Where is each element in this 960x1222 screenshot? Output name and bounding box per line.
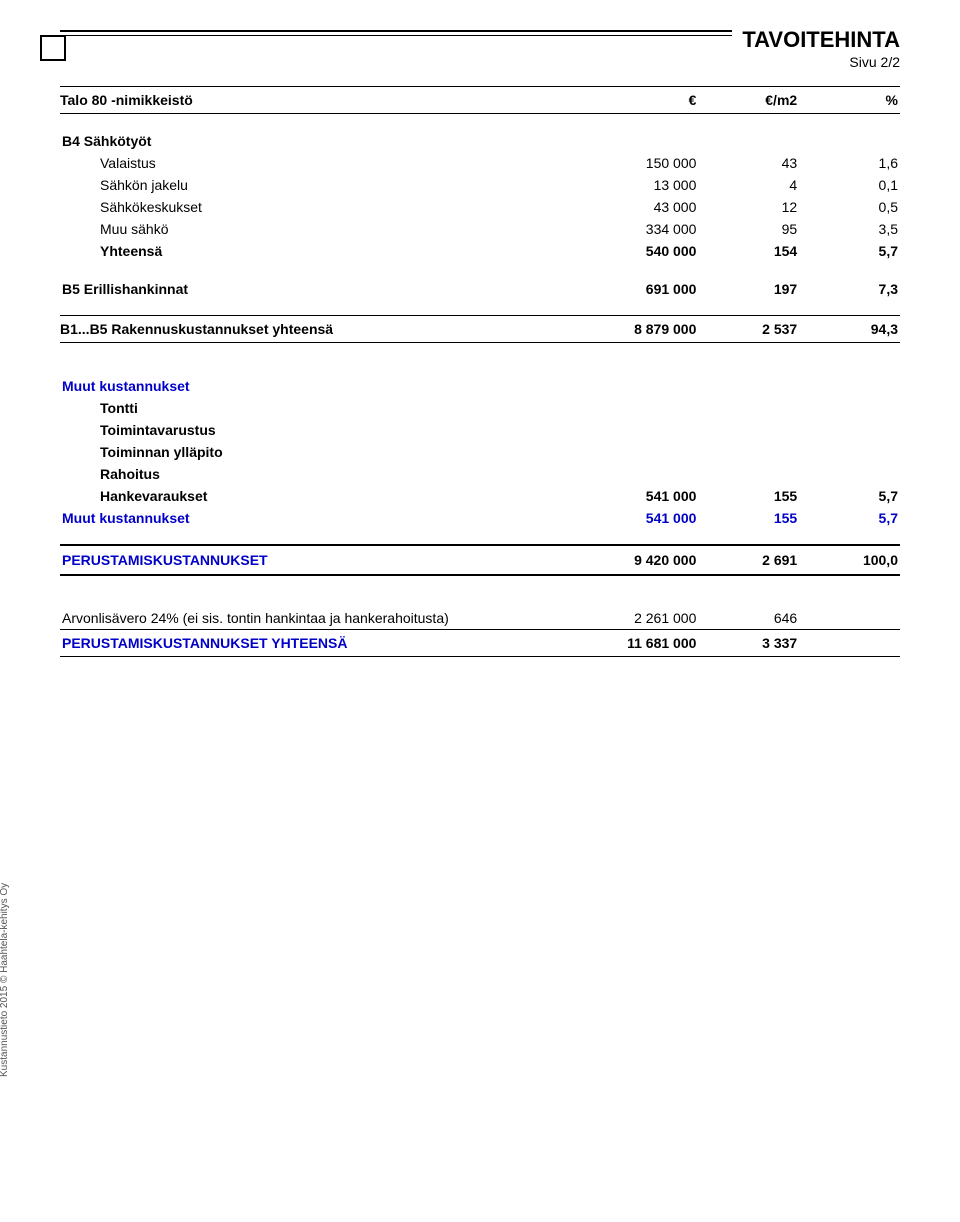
section-perustamis: PERUSTAMISKUSTANNUKSET 9 420 000 2 691 1… xyxy=(60,545,900,575)
th-col3: % xyxy=(799,87,900,114)
section-b4-total: Yhteensä 540 000 154 5,7 xyxy=(60,240,900,262)
section-muut-title: Muut kustannukset xyxy=(60,375,900,397)
footer-copyright: Kustannustieto 2015 © Haahtela-kehitys O… xyxy=(0,882,10,1076)
table-row: Tontti xyxy=(60,397,900,419)
th-col1: € xyxy=(547,87,698,114)
table-row: Toimintavarustus xyxy=(60,419,900,441)
header-page: Sivu 2/2 xyxy=(839,54,900,70)
table-row: Muu sähkö 334 000 95 3,5 xyxy=(60,218,900,240)
table-header-row: Talo 80 -nimikkeistö € €/m2 % xyxy=(60,87,900,114)
section-b5: B5 Erillishankinnat 691 000 197 7,3 xyxy=(60,278,900,300)
header-title: TAVOITEHINTA xyxy=(732,27,900,53)
table-row: Toiminnan ylläpito xyxy=(60,441,900,463)
section-total: PERUSTAMISKUSTANNUKSET YHTEENSÄ 11 681 0… xyxy=(60,629,900,656)
th-col2: €/m2 xyxy=(698,87,799,114)
table-row: Rahoitus xyxy=(60,463,900,485)
section-b1b5: B1...B5 Rakennuskustannukset yhteensä 8 … xyxy=(60,316,900,343)
table-row: Sähkön jakelu 13 000 4 0,1 xyxy=(60,174,900,196)
section-b4-title: B4 Sähkötyöt xyxy=(60,130,900,152)
table-row: Valaistus 150 000 43 1,6 xyxy=(60,152,900,174)
table-row: Hankevaraukset 541 000 155 5,7 xyxy=(60,485,900,507)
table-row: Sähkökeskukset 43 000 12 0,5 xyxy=(60,196,900,218)
section-muut-total: Muut kustannukset 541 000 155 5,7 xyxy=(60,507,900,529)
cost-table: Talo 80 -nimikkeistö € €/m2 % B4 Sähköty… xyxy=(60,86,900,657)
page-header: TAVOITEHINTA Sivu 2/2 xyxy=(60,30,900,36)
th-label: Talo 80 -nimikkeistö xyxy=(60,87,547,114)
section-alv: Arvonlisävero 24% (ei sis. tontin hankin… xyxy=(60,607,900,630)
header-square xyxy=(40,35,66,61)
page-whitespace xyxy=(60,657,900,1057)
